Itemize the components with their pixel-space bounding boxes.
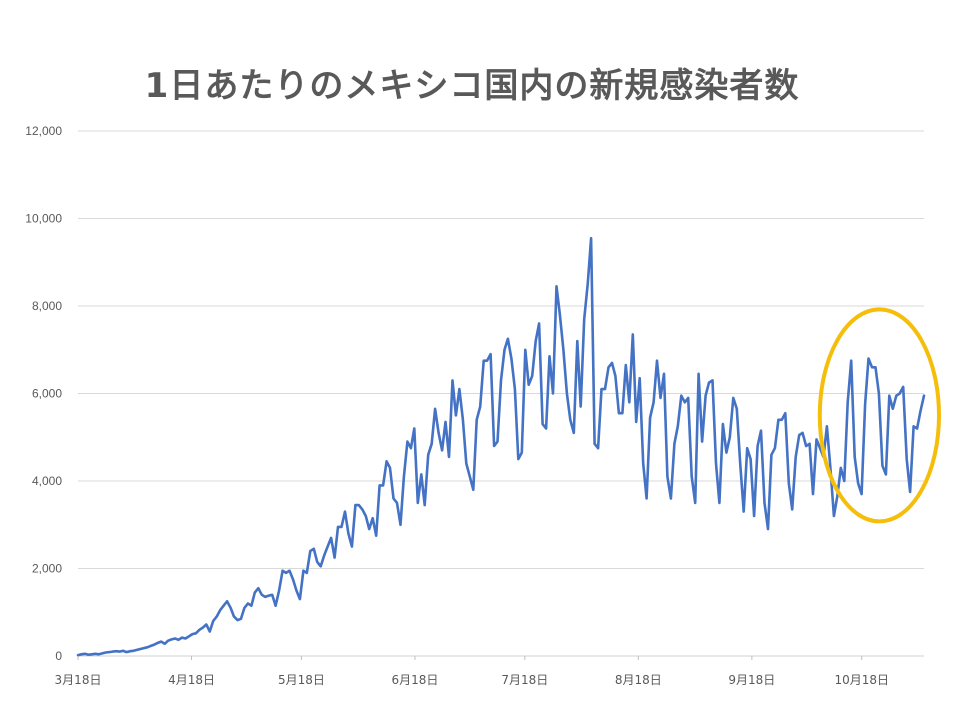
highlight-ellipse <box>817 307 941 524</box>
y-tick-label: 0 <box>55 649 62 663</box>
y-tick-label: 6,000 <box>32 387 62 401</box>
x-tick-label: 8月18日 <box>615 673 662 687</box>
annotation-layer <box>817 307 941 524</box>
series-layer <box>76 236 926 657</box>
series-line <box>76 236 926 657</box>
y-tick-label: 4,000 <box>32 474 62 488</box>
x-tick-label: 7月18日 <box>501 673 548 687</box>
x-tick-label: 4月18日 <box>168 673 215 687</box>
x-axis-ticks: 3月18日 4月18日 5月18日 6月18日 7月18日 8月18日 9月18日 10月18… <box>55 656 889 687</box>
gridlines <box>78 130 924 657</box>
y-tick-label: 2,000 <box>32 562 62 576</box>
x-tick-label: 9月18日 <box>728 673 775 687</box>
x-tick-label: 6月18日 <box>391 673 438 687</box>
y-axis-ticks: 0 2,000 4,000 6,000 8,000 10,000 12,000 <box>25 124 62 663</box>
y-tick-label: 8,000 <box>32 299 62 313</box>
y-tick-label: 10,000 <box>25 212 62 226</box>
x-tick-label: 3月18日 <box>55 673 102 687</box>
y-tick-label: 12,000 <box>25 124 62 138</box>
x-tick-label: 10月18日 <box>834 673 889 687</box>
x-tick-label: 5月18日 <box>278 673 325 687</box>
chart-title: 1日あたりのメキシコ国内の新規感染者数 <box>144 66 800 106</box>
